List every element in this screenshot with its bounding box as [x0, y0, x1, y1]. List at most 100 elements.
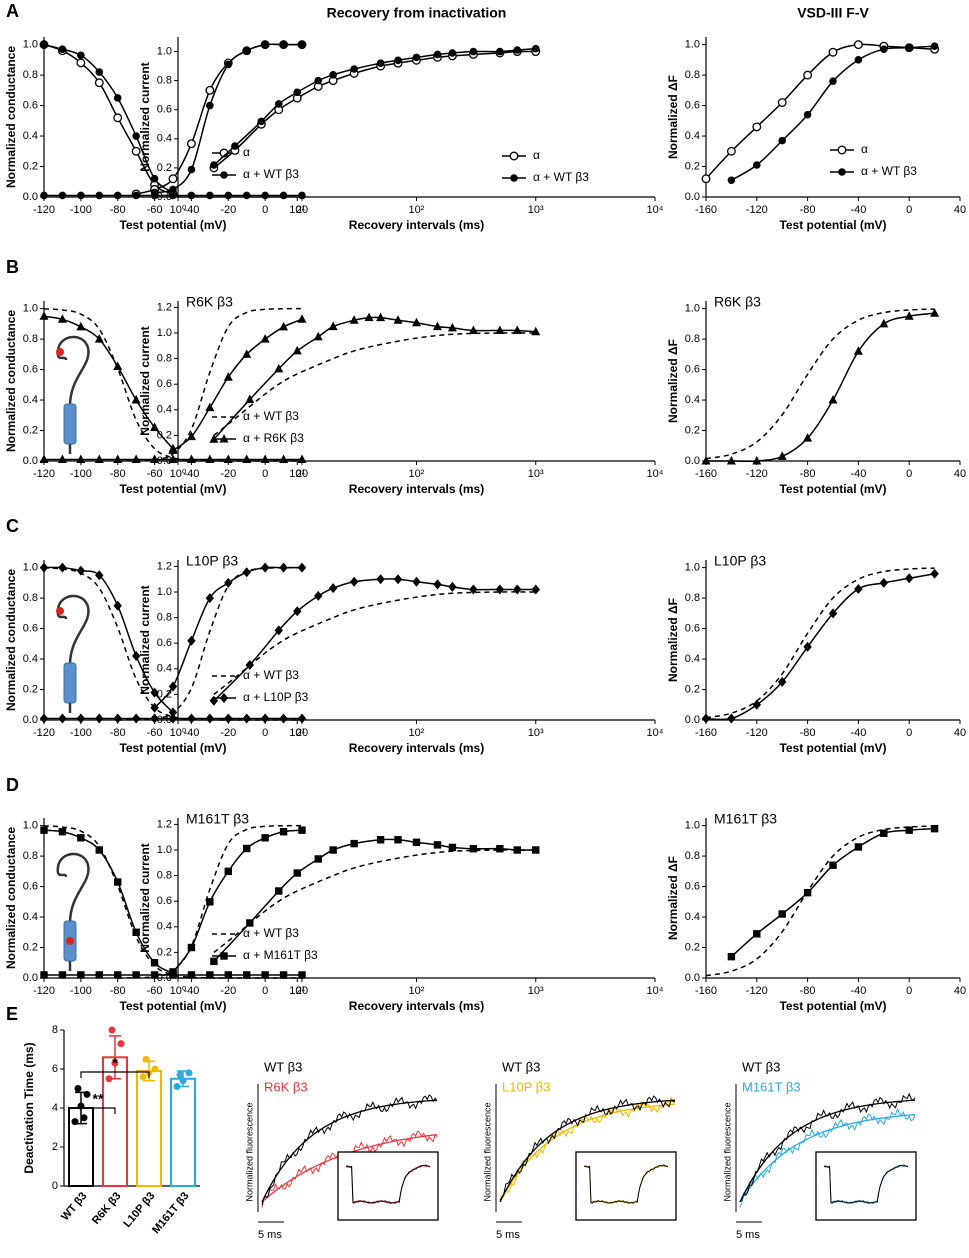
marker — [223, 372, 233, 381]
y-axis-label: Deactivation Time (ms) — [22, 1042, 36, 1173]
marker — [513, 584, 522, 595]
marker — [828, 47, 838, 57]
x-tick-label: -80 — [110, 204, 126, 216]
y-tick-label: 0.6 — [685, 99, 700, 111]
marker — [187, 191, 196, 200]
marker — [150, 687, 159, 698]
y-tick-label: 4 — [52, 1102, 58, 1114]
y-tick-label: 0.8 — [157, 75, 172, 87]
marker — [350, 65, 358, 73]
marker — [376, 59, 385, 67]
y-tick-label: 0.4 — [157, 404, 172, 416]
marker — [314, 590, 323, 601]
y-tick-label: 0.8 — [157, 353, 172, 365]
trace-fit — [499, 1103, 676, 1203]
x-tick-label: -80 — [800, 727, 816, 739]
x-tick-label: -40 — [183, 727, 199, 739]
marker — [261, 971, 269, 979]
marker — [261, 40, 269, 49]
y-tick-label: 1.0 — [157, 586, 172, 598]
trace-label: WT β3 — [742, 1059, 780, 1074]
marker — [243, 844, 251, 853]
y-tick-label: 0.6 — [23, 622, 38, 634]
x-tick-label: -100 — [70, 985, 92, 997]
marker — [76, 713, 86, 724]
marker — [314, 76, 323, 85]
marker — [205, 85, 215, 95]
y-tick-label: 0.0 — [685, 191, 700, 203]
marker — [727, 176, 736, 185]
legend-label: α + R6K β3 — [243, 431, 304, 445]
data-point — [139, 1073, 147, 1081]
x-tick-label: -40 — [850, 204, 866, 216]
legend-label: α + WT β3 — [243, 167, 299, 181]
x-tick-label: -80 — [800, 468, 816, 480]
marker — [803, 70, 813, 80]
marker — [150, 713, 159, 724]
y-axis-label: Normalized current — [138, 62, 152, 171]
y-tick-label: 0.2 — [685, 683, 700, 695]
y-tick-label: 0.2 — [685, 160, 700, 172]
marker — [701, 456, 711, 465]
y-axis-label: Normalized conductance — [4, 569, 18, 711]
y-tick-label: 0.4 — [23, 394, 38, 406]
trace-fit — [739, 1099, 916, 1203]
icon-cylinder — [63, 403, 77, 445]
marker — [150, 959, 159, 967]
y-tick-label: 0.8 — [685, 69, 700, 81]
fit-curve — [730, 827, 935, 958]
annotation: M161T β3 — [714, 811, 777, 827]
marker — [274, 363, 284, 373]
marker — [726, 456, 736, 465]
data-point — [173, 1083, 181, 1091]
x-tick-label: -40 — [183, 985, 199, 997]
y-tick-label: 0.6 — [685, 363, 700, 375]
x-axis-label: Test potential (mV) — [119, 218, 226, 232]
x-tick-label: 10¹ — [289, 985, 305, 997]
y-axis-label: Normalized ΔF — [666, 856, 680, 940]
dashed-curve — [117, 824, 303, 979]
trace-ylabel: Normalized fluorescence — [722, 1102, 732, 1201]
marker — [242, 567, 251, 578]
marker — [131, 146, 141, 156]
y-axis-label: Normalized conductance — [4, 46, 18, 188]
annotation: M161T β3 — [186, 811, 249, 827]
y-tick-label: 0.0 — [685, 972, 700, 984]
marker — [752, 699, 761, 710]
marker — [224, 867, 232, 876]
x-tick-label: WT β3 — [59, 1190, 89, 1223]
marker — [778, 136, 786, 145]
y-tick-label: 1.0 — [157, 844, 172, 856]
marker — [224, 577, 233, 588]
y-tick-label: 0.8 — [23, 333, 38, 345]
marker — [245, 659, 254, 670]
y-tick-label: 0.2 — [157, 162, 172, 174]
marker — [279, 191, 288, 200]
x-tick-label: 10⁰ — [170, 985, 187, 997]
x-axis-label: Test potential (mV) — [779, 482, 886, 496]
y-tick-label: 0.4 — [685, 653, 700, 665]
significance-bracket — [80, 1107, 116, 1114]
marker — [412, 576, 421, 587]
marker — [447, 322, 457, 332]
marker — [209, 695, 219, 706]
x-tick-label: -120 — [746, 204, 768, 216]
x-axis-label: Recovery intervals (ms) — [349, 482, 484, 496]
x-tick-label: 0 — [906, 985, 912, 997]
legend-label: α — [533, 148, 540, 162]
x-tick-label: 10³ — [528, 204, 544, 216]
marker — [257, 117, 266, 126]
marker — [930, 824, 939, 833]
y-tick-label: 0.0 — [157, 191, 172, 203]
legend-label: α + WT β3 — [243, 409, 299, 423]
x-axis-label: Test potential (mV) — [779, 741, 886, 755]
x-tick-label: -40 — [850, 985, 866, 997]
fit-curve — [705, 43, 935, 180]
marker — [778, 910, 786, 918]
marker — [753, 161, 761, 169]
marker — [279, 713, 288, 724]
x-tick-label: -120 — [33, 204, 55, 216]
marker — [468, 325, 478, 334]
y-tick-label: 0.4 — [685, 394, 700, 406]
x-tick-label: -60 — [147, 985, 163, 997]
